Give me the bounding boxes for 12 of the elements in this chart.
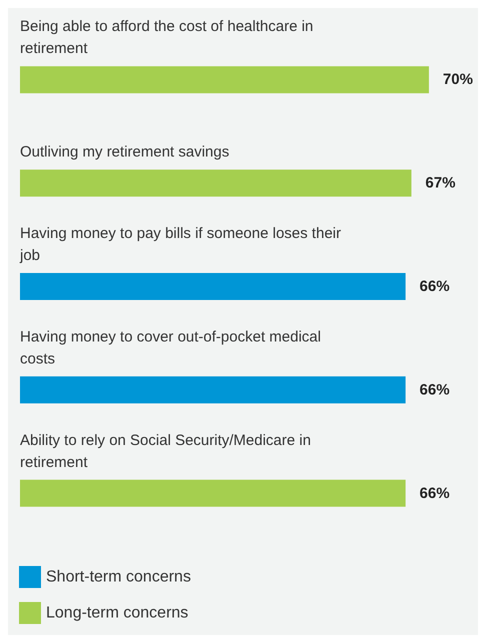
- y-tick-label: Being able to afford the cost of healthcare in retirement: [20, 18, 318, 58]
- data-label: 67%: [425, 174, 456, 192]
- legend-label: Short-term concerns: [46, 568, 191, 586]
- data-label: 70%: [442, 71, 473, 88]
- y-tick-label: Ability to rely on Social Security/Medicare in retirement: [20, 432, 316, 471]
- y-tick-label: Having money to pay bills if someone loses their job: [19, 225, 346, 264]
- legend-label: Long-term concerns: [46, 604, 188, 622]
- data-label: 66%: [420, 381, 450, 398]
- y-tick-label: Outliving my retirement savings: [20, 144, 230, 161]
- y-tick-label: Having money to cover out-of-pocket medical costs: [20, 328, 326, 368]
- data-label: 66%: [420, 278, 450, 295]
- data-label: 66%: [420, 484, 450, 502]
